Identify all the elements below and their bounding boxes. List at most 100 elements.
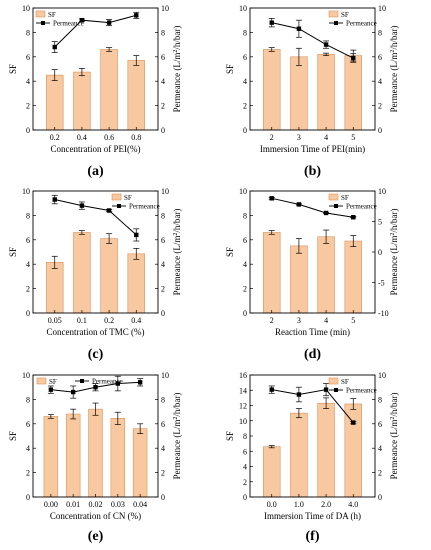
x-tick-label: 2.0 — [321, 500, 331, 509]
y2-tick-label: 4 — [161, 77, 165, 86]
y-tick-label: 6 — [26, 420, 30, 429]
y2-tick-label: 10 — [161, 187, 169, 196]
x-axis-title: Immersion Time of PEI(min) — [260, 144, 365, 154]
y2-tick-label: 10 — [378, 4, 386, 13]
x-tick-label: 5 — [351, 133, 355, 142]
permeance-line — [271, 22, 354, 59]
y2-tick-label: 0 — [161, 126, 165, 135]
legend-swatch-point — [334, 204, 338, 208]
legend-swatch-bar — [328, 193, 339, 201]
panel-label: (c) — [88, 347, 104, 362]
x-tick-label: 0.4 — [77, 133, 87, 142]
x-tick-label: 0.4 — [131, 316, 141, 325]
legend-label-permeance: Permeance — [346, 203, 377, 211]
y-tick-label: 2 — [243, 102, 247, 111]
y-tick-label: 4 — [243, 463, 247, 472]
legend-swatch-point — [334, 21, 338, 25]
permeance-point — [296, 26, 302, 31]
legend-label-permeance: Permeance — [129, 203, 160, 211]
legend-label-sf: SF — [341, 194, 349, 202]
x-tick-label: 3 — [297, 316, 301, 325]
y2-tick-label: 6 — [378, 420, 382, 429]
y2-tick-label: -5 — [378, 279, 385, 288]
bar — [46, 74, 64, 131]
y-tick-label: 8 — [26, 395, 30, 404]
y2-tick-label: 5 — [378, 218, 382, 227]
y-tick-label: 2 — [243, 285, 247, 294]
bar — [290, 245, 308, 314]
y-tick-label: 0 — [26, 309, 30, 318]
x-tick-label: 4 — [324, 133, 328, 142]
panel-e: 0 2 4 6 8 10 0 2 4 6 8 10 0.00 0.01 0.02 0.03 0.04 Concen… — [8, 371, 182, 544]
y-tick-label: 4 — [26, 77, 30, 86]
permeance-line — [271, 389, 354, 423]
panel-label: (f) — [306, 529, 320, 544]
bar — [317, 54, 335, 131]
y-axis-title: SF — [8, 247, 18, 257]
y2-tick-label: 4 — [161, 260, 165, 269]
bar — [100, 49, 118, 131]
permeance-point — [296, 202, 302, 207]
x-tick-label: 0.2 — [104, 316, 114, 325]
legend-swatch-bar — [36, 377, 47, 385]
permeance-point — [134, 13, 139, 18]
x-tick-label: 0.03 — [111, 500, 125, 509]
permeance-point — [93, 385, 98, 390]
permeance-point — [137, 380, 143, 385]
y2-tick-label: 6 — [161, 420, 165, 429]
y2-axis-title: Permeance (L/m2/h/bar) — [389, 209, 399, 296]
y-axis-title: SF — [225, 247, 235, 257]
panel-c: 0 2 4 6 8 10 0 2 4 6 8 10 0.05 0.1 0.2 0.4 Concentration… — [8, 187, 182, 362]
bar — [344, 240, 362, 314]
y-tick-label: 6 — [26, 53, 30, 62]
permeance-point — [106, 208, 112, 213]
bar — [344, 55, 362, 131]
y2-tick-label: 0 — [378, 126, 382, 135]
permeance-point — [115, 381, 121, 386]
y-tick-label: 10 — [22, 187, 30, 196]
y-tick-label: 2 — [26, 285, 30, 294]
legend-label-sf: SF — [48, 11, 56, 19]
legend-label-permeance: Permeance — [92, 378, 123, 386]
bar — [73, 232, 91, 314]
y2-tick-label: 4 — [378, 444, 382, 453]
legend-swatch-bar — [35, 10, 46, 18]
permeance-point — [79, 203, 85, 208]
x-tick-label: 0.00 — [44, 500, 58, 509]
permeance-point — [79, 18, 85, 23]
bar — [290, 412, 308, 498]
panel-a: 0 2 4 6 8 10 0 2 4 6 8 10 0.2 0.4 0.6 0.8 Concentration … — [8, 4, 182, 179]
permeance-point — [323, 42, 329, 47]
y2-tick-label: 2 — [161, 469, 165, 478]
y-axis-title: SF — [225, 64, 235, 74]
y2-tick-label: 0 — [161, 493, 165, 502]
y2-axis-title: Permeance (L/m2/h/bar) — [389, 393, 399, 480]
bar — [65, 413, 81, 498]
y-axis-title: SF — [8, 64, 18, 74]
y-axis-title: SF — [225, 431, 235, 441]
x-tick-label: 0.6 — [104, 133, 114, 142]
legend-swatch-point — [80, 379, 84, 383]
y2-tick-label: 8 — [161, 211, 165, 220]
y2-tick-label: -10 — [378, 309, 389, 318]
y-tick-label: 10 — [239, 4, 247, 13]
y-axis-title: SF — [8, 431, 18, 441]
y-tick-label: 0 — [26, 126, 30, 135]
plot-frame — [249, 7, 376, 131]
y2-tick-label: 8 — [161, 28, 165, 37]
panel-f: 0 2 4 6 8 10 12 14 16 0 2 4 6 8 10 0.0 1.0 2.0 4.0 Immersio… — [225, 371, 399, 544]
legend-swatch-bar — [328, 377, 339, 385]
legend-label-permeance: Permeance — [53, 20, 84, 28]
permeance-point — [106, 20, 112, 25]
y-tick-label: 8 — [243, 28, 247, 37]
y2-tick-label: 0 — [378, 248, 382, 257]
bar — [73, 71, 91, 131]
legend-label-sf: SF — [124, 194, 132, 202]
bar — [110, 418, 126, 498]
bar — [100, 238, 118, 314]
y-tick-label: 4 — [243, 77, 247, 86]
y-tick-label: 0 — [26, 493, 30, 502]
